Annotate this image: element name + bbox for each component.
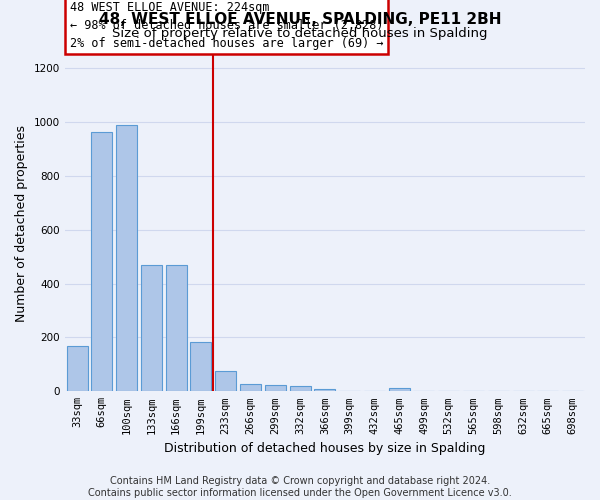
Y-axis label: Number of detached properties: Number of detached properties [15, 124, 28, 322]
Bar [240, 384, 261, 392]
Bar [265, 386, 286, 392]
Text: Size of property relative to detached houses in Spalding: Size of property relative to detached ho… [112, 28, 488, 40]
Bar [116, 125, 137, 392]
Bar [290, 386, 311, 392]
Bar [190, 342, 211, 392]
Text: 48, WEST ELLOE AVENUE, SPALDING, PE11 2BH: 48, WEST ELLOE AVENUE, SPALDING, PE11 2B… [99, 12, 501, 28]
Bar [389, 388, 410, 392]
Bar [215, 371, 236, 392]
X-axis label: Distribution of detached houses by size in Spalding: Distribution of detached houses by size … [164, 442, 485, 455]
Bar [314, 388, 335, 392]
Bar [141, 266, 162, 392]
Bar [166, 266, 187, 392]
Text: Contains HM Land Registry data © Crown copyright and database right 2024.
Contai: Contains HM Land Registry data © Crown c… [88, 476, 512, 498]
Bar [67, 346, 88, 392]
Bar [91, 132, 112, 392]
Text: 48 WEST ELLOE AVENUE: 224sqm
← 98% of detached houses are smaller (2,828)
2% of : 48 WEST ELLOE AVENUE: 224sqm ← 98% of de… [70, 0, 383, 50]
